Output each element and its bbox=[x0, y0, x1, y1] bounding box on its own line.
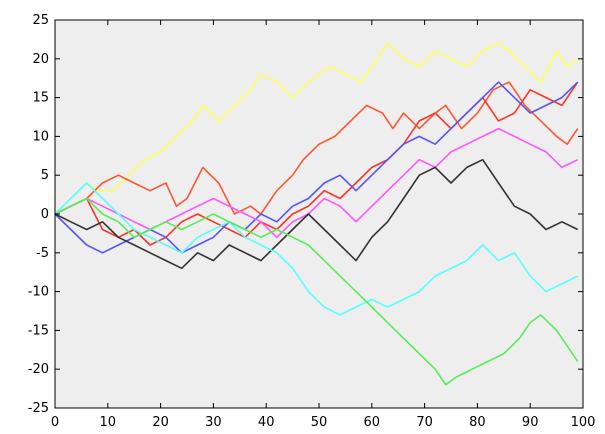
y-tick-label: -15 bbox=[28, 323, 49, 338]
series-line-5 bbox=[54, 127, 579, 239]
series-layer bbox=[54, 42, 579, 386]
y-tick-label: 0 bbox=[41, 207, 49, 222]
series-line-8 bbox=[54, 197, 579, 386]
axis-layer: 0 10 20 30 40 50 60 70 80 90 1002520151050-5-10-15… bbox=[28, 13, 596, 430]
x-tick-label: 20 bbox=[152, 415, 169, 430]
y-tick-label: 5 bbox=[41, 168, 49, 183]
y-tick-label: -5 bbox=[36, 246, 49, 261]
plot-area bbox=[55, 20, 583, 408]
x-tick-label: 30 bbox=[205, 415, 222, 430]
x-tick-label: 10 bbox=[100, 415, 117, 430]
x-tick-label: 80 bbox=[469, 415, 486, 430]
series-line-1 bbox=[54, 42, 579, 215]
series-line-2 bbox=[54, 81, 579, 215]
x-tick-label: 0 bbox=[51, 415, 59, 430]
x-tick-label: 40 bbox=[258, 415, 275, 430]
series-line-3 bbox=[54, 81, 579, 246]
y-tick-label: -10 bbox=[28, 285, 49, 300]
x-tick-label: 90 bbox=[522, 415, 539, 430]
y-tick-label: 15 bbox=[32, 91, 49, 106]
series-line-6 bbox=[54, 158, 579, 270]
x-tick-label: 60 bbox=[364, 415, 381, 430]
x-tick-label: 50 bbox=[311, 415, 328, 430]
y-tick-label: 20 bbox=[32, 52, 49, 67]
x-tick-label: 100 bbox=[571, 415, 596, 430]
y-tick-label: -20 bbox=[28, 362, 49, 377]
y-tick-label: -25 bbox=[28, 401, 49, 416]
x-tick-label: 70 bbox=[416, 415, 433, 430]
y-tick-label: 10 bbox=[32, 129, 49, 144]
y-tick-label: 25 bbox=[32, 13, 49, 28]
